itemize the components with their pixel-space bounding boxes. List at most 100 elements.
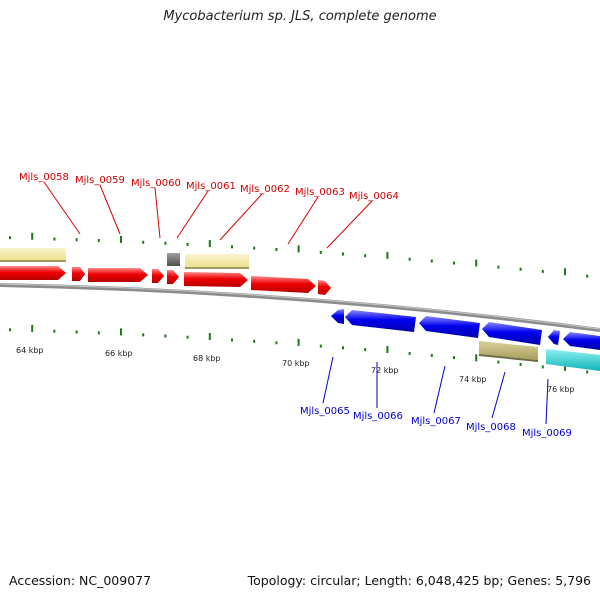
tick-major <box>564 268 566 276</box>
tick-major <box>31 324 34 332</box>
tick-minor <box>364 348 367 352</box>
gene-label: Mjls_0067 <box>411 416 461 427</box>
tick-major <box>475 259 478 267</box>
tick-minor <box>9 328 11 332</box>
gene-forward <box>72 267 85 281</box>
tick-minor <box>319 250 322 254</box>
tick-minor <box>142 333 145 337</box>
tick-minor <box>541 269 544 273</box>
gene-label: Mjls_0058 <box>19 172 69 183</box>
top-label-leaders <box>43 181 373 249</box>
tick-major <box>386 251 389 259</box>
gene-forward <box>152 269 164 283</box>
kbp-label: 70 kbp <box>282 359 310 368</box>
gene-pale <box>185 254 249 267</box>
tick-minor <box>319 344 322 348</box>
kbp-label: 74 kbp <box>459 375 487 384</box>
tick-major <box>386 346 389 353</box>
tick-row-top <box>9 232 589 278</box>
tick-minor <box>430 259 433 263</box>
tick-minor <box>342 252 344 256</box>
gene-label: Mjls_0059 <box>75 175 125 186</box>
tick-major <box>297 245 300 253</box>
genome-summary-text: Topology: circular; Length: 6,048,425 bp… <box>247 573 591 588</box>
gene-reverse <box>331 309 344 324</box>
bottom-label-leaders <box>322 356 549 425</box>
tick-minor <box>164 334 167 338</box>
gene-forward <box>0 266 66 280</box>
kbp-scale-labels: 64 kbp 66 kbp 68 kbp 70 kbp 72 kbp 74 kb… <box>16 346 575 394</box>
tick-minor <box>97 239 100 242</box>
gene-forward <box>184 272 248 287</box>
tick-minor <box>519 267 522 271</box>
gene-grey <box>167 253 180 266</box>
tick-minor <box>53 329 56 333</box>
tick-minor <box>364 254 367 258</box>
gene-forward <box>251 276 316 293</box>
reverse-strand-genes <box>331 309 600 350</box>
tick-minor <box>275 341 278 345</box>
tick-minor <box>164 241 167 245</box>
gene-forward <box>167 270 179 284</box>
gene-olive <box>479 341 538 360</box>
gene-label: Mjls_0060 <box>131 178 181 189</box>
tick-major <box>208 240 211 248</box>
gene-reverse <box>482 322 542 345</box>
bottom-gene-labels: Mjls_0065 Mjls_0066 Mjls_0067 Mjls_0068 … <box>300 406 572 439</box>
gene-label: Mjls_0068 <box>466 422 516 433</box>
accession-text: Accession: NC_009077 <box>9 573 152 588</box>
tick-minor <box>408 257 411 261</box>
gene-label: Mjls_0062 <box>240 184 290 195</box>
tick-minor <box>430 354 433 357</box>
kbp-label: 66 kbp <box>105 349 133 358</box>
tick-minor <box>53 237 56 241</box>
gene-reverse <box>419 316 480 338</box>
gene-reverse <box>563 332 600 350</box>
tick-minor <box>342 346 344 350</box>
gene-label: Mjls_0069 <box>522 428 572 439</box>
tick-minor <box>253 339 256 343</box>
tick-minor <box>231 338 233 342</box>
tick-minor <box>9 236 11 240</box>
upper-lane-genes <box>0 248 249 269</box>
tick-major <box>120 235 122 243</box>
gene-label: Mjls_0066 <box>353 411 403 422</box>
gene-cyan <box>546 349 600 371</box>
tick-minor <box>231 245 233 249</box>
gene-label: Mjls_0061 <box>186 181 236 192</box>
tick-major <box>120 328 122 336</box>
tick-minor <box>186 335 189 339</box>
tick-minor <box>586 274 589 278</box>
kbp-label: 68 kbp <box>193 354 221 363</box>
gene-forward <box>318 280 331 295</box>
tick-minor <box>497 360 500 364</box>
genome-backbone <box>0 283 600 332</box>
gene-label: Mjls_0063 <box>295 187 345 198</box>
tick-major <box>475 354 478 362</box>
gene-label: Mjls_0064 <box>349 191 399 202</box>
tick-minor <box>586 370 589 374</box>
tick-major <box>208 333 211 340</box>
gene-reverse <box>548 330 560 345</box>
map-title: Mycobacterium sp. JLS, complete genome <box>163 9 437 24</box>
gene-reverse <box>345 310 416 332</box>
gene-forward <box>88 268 148 282</box>
kbp-label: 64 kbp <box>16 346 44 355</box>
tick-minor <box>497 265 500 269</box>
lower-lane-genes <box>479 341 600 371</box>
tick-minor <box>253 246 256 250</box>
tick-minor <box>75 238 78 242</box>
tick-minor <box>408 352 411 355</box>
tick-row-bottom <box>9 324 589 374</box>
tick-major <box>31 232 34 240</box>
forward-strand-genes <box>0 266 331 295</box>
top-gene-labels: Mjls_0058 Mjls_0059 Mjls_0060 Mjls_0061 … <box>19 172 399 202</box>
tick-minor <box>75 330 78 334</box>
tick-minor <box>541 365 544 369</box>
tick-minor <box>97 331 100 335</box>
kbp-label: 76 kbp <box>547 385 575 394</box>
gene-label: Mjls_0065 <box>300 406 350 417</box>
tick-minor <box>519 363 522 366</box>
tick-minor <box>275 248 278 251</box>
